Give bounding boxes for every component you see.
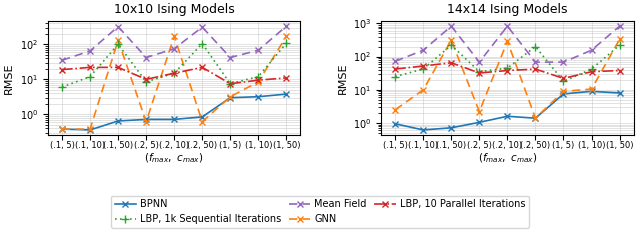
X-axis label: $(f_{max},\ c_{max})$: $(f_{max},\ c_{max})$ <box>145 152 204 165</box>
X-axis label: $(f_{max},\ c_{max})$: $(f_{max},\ c_{max})$ <box>477 152 537 165</box>
Y-axis label: RMSE: RMSE <box>337 62 348 94</box>
Title: 10x10 Ising Models: 10x10 Ising Models <box>114 3 235 16</box>
Title: 14x14 Ising Models: 14x14 Ising Models <box>447 3 568 16</box>
Legend: BPNN, LBP, 1k Sequential Iterations, Mean Field, GNN, LBP, 10 Parallel Iteration: BPNN, LBP, 1k Sequential Iterations, Mea… <box>111 195 529 228</box>
Y-axis label: RMSE: RMSE <box>4 62 14 94</box>
